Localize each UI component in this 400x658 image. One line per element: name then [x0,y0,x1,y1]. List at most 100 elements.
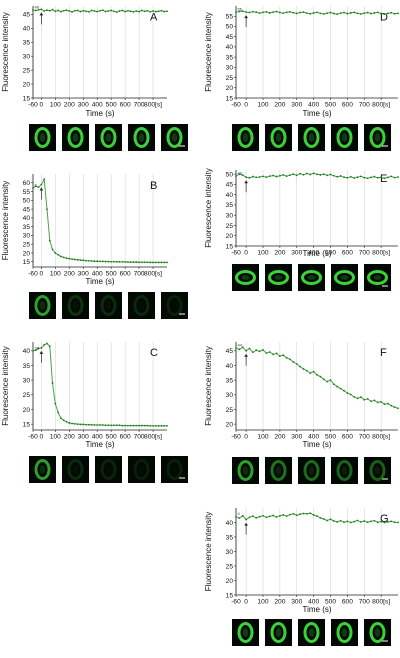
cell-core [374,628,381,637]
data-point [258,12,261,15]
data-point [278,514,281,517]
cell-thumbnail [232,124,259,151]
x-tick-label: 600 [120,102,131,109]
data-point [302,173,305,176]
data-point [110,424,113,427]
cell-ring [303,127,320,148]
y-tick-label: 30 [23,377,31,384]
data-point [113,260,115,263]
data-point [282,514,285,516]
cell-ring [237,622,254,643]
data-point [82,423,85,426]
cell-ring [133,459,150,480]
data-point [40,346,43,349]
data-point [255,349,258,352]
thumbnail-frame [95,292,122,319]
data-point [51,248,54,251]
data-point [295,174,298,177]
data-point [113,424,115,427]
data-point [278,355,281,357]
y-tick-label: 15 [23,95,31,102]
data-point [383,403,386,406]
data-point [302,368,305,370]
data-point [235,175,237,178]
panel-f: 20 25 30 35 40 45 -60 0 100 200 300 400 500 600 700 800… [204,342,399,484]
data-point [289,358,291,361]
data-point [309,12,312,15]
y-tick-label: 35 [23,224,31,231]
thumbnail-frame [331,457,358,484]
data-point [316,173,318,176]
y-tick-label: 40 [23,26,31,33]
data-point [299,365,302,368]
cell-thumbnail [298,619,325,646]
data-point [121,9,124,12]
data-point [149,10,152,13]
data-point [146,261,149,264]
x-tick-label: 200 [274,599,285,606]
data-point [295,363,298,365]
data-point [60,10,62,13]
y-tick-label: 35 [226,377,234,384]
y-tick-label: 15 [226,592,234,599]
data-point [386,402,389,405]
cell-core [105,133,112,142]
cell-ring [67,295,84,316]
x-tick-label: 700 [359,250,370,257]
data-point [370,12,372,15]
data-point [235,515,237,518]
cell-core [307,275,316,280]
data-point [60,255,62,258]
data-point [65,9,68,12]
cell-core [172,301,178,310]
panel-letter: G [380,513,389,525]
data-point [383,521,386,524]
data-point [363,520,366,522]
y-tick-label: 30 [226,65,234,72]
data-point [349,521,352,524]
data-point [40,183,43,186]
cell-ring [100,127,117,148]
data-point [154,261,157,264]
data-point [85,10,87,13]
data-point [76,258,79,261]
data-point [57,253,60,256]
panel-e: 15 20 25 30 35 40 45 50 -60 0 100 200 300 400 500 600 70… [204,168,399,291]
data-point [370,400,372,403]
x-tick-label: 700 [134,434,145,441]
cell-thumbnail [29,124,56,151]
bleach-arrowhead [244,522,248,526]
data-point [135,261,138,263]
data-point [96,260,99,263]
x-tick-label: 0 [40,434,44,441]
data-point [62,9,65,12]
data-point [383,177,386,180]
data-point [373,175,376,178]
cell-thumbnail [298,264,325,291]
x-tick-label: 600 [342,434,353,441]
data-point [305,172,308,175]
data-point [76,9,79,12]
y-tick-label: 40 [226,44,234,51]
x-tick-label: 600 [342,102,353,109]
data-point [163,261,166,264]
data-point [62,419,65,422]
data-point [255,176,258,179]
data-point [73,258,76,261]
y-tick-label: 45 [23,206,31,213]
data-point [339,387,342,390]
x-tick-label: 500 [325,102,336,109]
x-tick-label: 700 [359,102,370,109]
data-point [99,9,101,12]
cell-ring [367,270,388,285]
data-point [373,399,376,402]
y-tick-label: 30 [23,53,31,60]
data-point [127,424,129,427]
cell-ring [369,460,386,481]
data-point [373,519,376,522]
data-point [319,174,322,176]
data-point [76,423,79,426]
data-point [104,10,107,13]
cell-thumbnail [364,619,391,646]
